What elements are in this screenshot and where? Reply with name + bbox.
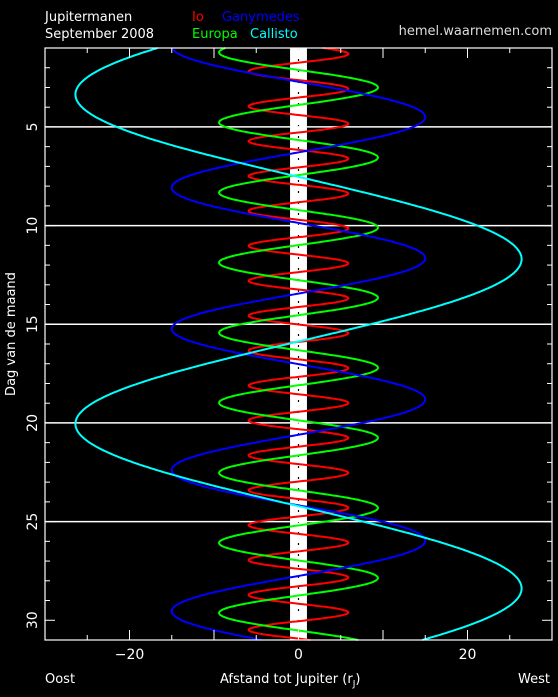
x-tick-label: 20 bbox=[459, 647, 477, 663]
x-right-label: West bbox=[518, 672, 550, 687]
x-axis-label: Afstand tot Jupiter (rJ) bbox=[220, 673, 360, 690]
x-tick-label: 0 bbox=[294, 647, 303, 663]
y-tick-label: 20 bbox=[25, 414, 41, 432]
series-line-ganymedes bbox=[170, 47, 427, 641]
y-axis-label: Dag van de maand bbox=[4, 272, 19, 396]
chart-subtitle: September 2008 bbox=[45, 27, 155, 42]
x-axis-label-text: Afstand tot Jupiter (r bbox=[220, 672, 353, 687]
y-tick-label: 10 bbox=[25, 217, 41, 235]
y-tick-label: 15 bbox=[25, 315, 41, 333]
credit-text: hemel.waarnemen.com bbox=[398, 24, 552, 39]
y-tick-label: 30 bbox=[25, 611, 41, 629]
y-tick-label: 25 bbox=[25, 513, 41, 531]
legend-ganymedes: Ganymedes bbox=[222, 10, 300, 25]
series-line-europa bbox=[218, 47, 379, 641]
x-left-label: Oost bbox=[45, 672, 76, 687]
x-tick-label: −20 bbox=[115, 647, 145, 663]
x-axis-label-end: ) bbox=[355, 672, 361, 687]
x-axis-label-sub: J bbox=[352, 679, 356, 690]
jupiter-band bbox=[290, 48, 307, 640]
series-line-io bbox=[247, 47, 350, 641]
legend-europa: Europa bbox=[192, 27, 238, 42]
legend-io: Io bbox=[192, 10, 204, 25]
y-tick-label: 5 bbox=[25, 122, 41, 131]
legend-callisto: Callisto bbox=[250, 27, 298, 42]
series-line-callisto bbox=[74, 47, 523, 641]
chart-title: Jupitermanen bbox=[45, 10, 133, 25]
